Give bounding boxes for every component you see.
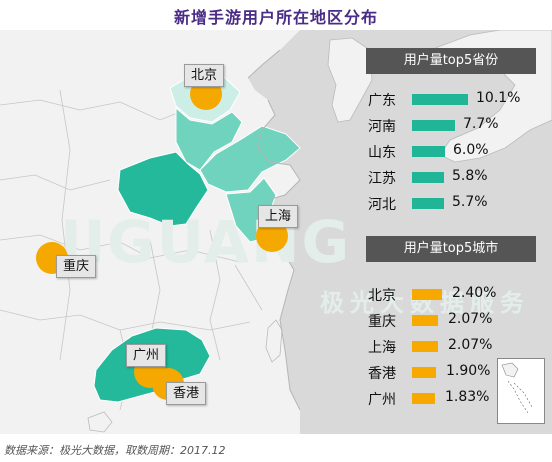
city-bar: [412, 367, 436, 378]
city-label-chongqing: 重庆: [56, 255, 97, 278]
city-label-beijing: 北京: [184, 64, 225, 87]
city-bar: [412, 289, 442, 300]
city-value: 2.40%: [452, 285, 497, 301]
city-name: 上海: [368, 340, 396, 356]
city-row: 重庆 2.07%: [366, 309, 536, 331]
province-row: 山东 6.0%: [366, 140, 536, 162]
city-name: 香港: [368, 366, 396, 382]
city-row: 香港 1.90%: [366, 361, 536, 383]
city-name: 重庆: [368, 314, 396, 330]
city-panel-header: 用户量top5城市: [366, 236, 536, 262]
hebei-region: [175, 106, 243, 171]
taiwan-island: [265, 319, 283, 363]
city-row: 广州 1.83%: [366, 387, 536, 409]
data-source-note: 数据来源：极光大数据，取数周期：2017.12: [4, 444, 226, 457]
province-bar: [412, 198, 444, 209]
city-row: 北京 2.40%: [366, 283, 536, 305]
city-value: 1.90%: [446, 363, 491, 379]
province-name: 河南: [368, 119, 396, 135]
city-row: 上海 2.07%: [366, 335, 536, 357]
province-value: 7.7%: [463, 116, 499, 132]
city-value: 2.07%: [448, 311, 493, 327]
city-bar: [412, 315, 438, 326]
city-name: 北京: [368, 288, 396, 304]
province-bar: [412, 172, 444, 183]
province-row: 江苏 5.8%: [366, 166, 536, 188]
province-panel-header: 用户量top5省份: [366, 48, 536, 74]
city-value: 2.07%: [448, 337, 493, 353]
province-value: 5.8%: [452, 168, 488, 184]
city-value: 1.83%: [445, 389, 490, 405]
city-label-hongkong: 香港: [166, 382, 207, 405]
korea-peninsula: [327, 37, 373, 123]
province-bar: [412, 94, 468, 105]
south-china-sea-inset: [497, 358, 545, 424]
shandong-region: [199, 125, 301, 193]
province-name: 河北: [368, 197, 396, 213]
city-bar: [412, 341, 438, 352]
province-row: 广东 10.1%: [366, 88, 536, 110]
hainan-island: [87, 411, 113, 433]
province-row: 河北 5.7%: [366, 192, 536, 214]
chart-title: 新增手游用户所在地区分布: [173, 8, 378, 27]
province-bar: [412, 120, 455, 131]
province-row: 河南 7.7%: [366, 114, 536, 136]
city-bar: [412, 393, 435, 404]
province-value: 6.0%: [453, 142, 489, 158]
province-name: 江苏: [368, 171, 396, 187]
province-name: 广东: [368, 93, 396, 109]
henan-region: [117, 151, 209, 227]
province-bar: [412, 146, 445, 157]
watermark-text: JIGUANG: [60, 208, 352, 276]
inset-map: [501, 362, 533, 414]
city-name: 广州: [368, 392, 396, 408]
city-label-shanghai: 上海: [258, 205, 299, 228]
province-value: 5.7%: [452, 194, 488, 210]
province-name: 山东: [368, 145, 396, 161]
province-value: 10.1%: [476, 90, 521, 106]
city-label-guangzhou: 广州: [126, 344, 167, 367]
